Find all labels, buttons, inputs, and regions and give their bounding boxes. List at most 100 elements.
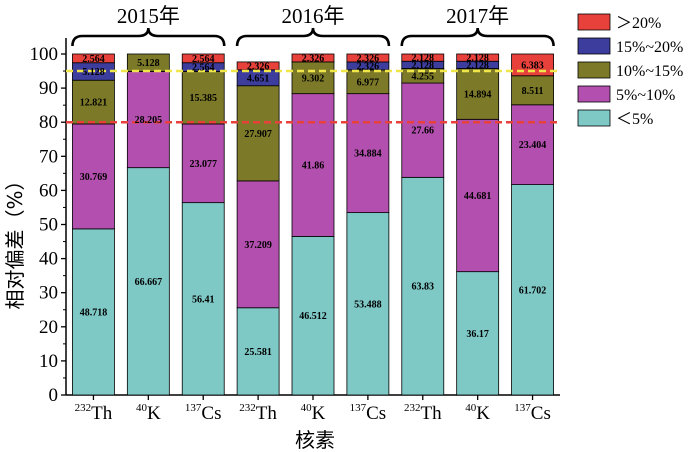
legend-swatch <box>577 13 611 31</box>
y-tick-label: 80 <box>39 112 58 133</box>
legend-swatch <box>577 61 611 79</box>
data-label: 4.255 <box>412 71 435 82</box>
bar-segment <box>456 118 500 273</box>
bar-segment <box>511 104 554 185</box>
legend-label: 15%~20% <box>616 39 683 56</box>
data-label: 12.821 <box>80 98 108 109</box>
legend-swatch <box>577 37 611 55</box>
bar-segment <box>181 123 225 204</box>
data-label: 2.564 <box>82 54 105 65</box>
data-label: 9.302 <box>302 73 325 84</box>
bar-segment <box>72 228 115 396</box>
data-label: 25.581 <box>244 347 272 358</box>
data-label: 5.128 <box>137 58 160 69</box>
year-group-label: 2016年 <box>282 4 345 28</box>
data-label: 2.128 <box>412 60 435 71</box>
data-label: 5.128 <box>82 67 105 78</box>
y-axis-title: 相对偏差（%） <box>3 170 27 309</box>
year-group-brace <box>235 27 391 47</box>
bar-segment <box>456 271 500 396</box>
data-label: 66.667 <box>135 277 163 288</box>
legend-label: ＜5% <box>616 111 653 128</box>
legend-swatch <box>577 85 611 103</box>
y-tick-label: 10 <box>39 351 58 372</box>
data-label: 23.404 <box>519 140 547 151</box>
bar-segment <box>511 184 554 396</box>
bars <box>72 53 554 396</box>
data-label: 27.907 <box>244 129 272 140</box>
y-tick-label: 40 <box>39 249 58 270</box>
data-label: 6.383 <box>521 60 544 71</box>
x-tick-label: 232Th <box>404 402 442 424</box>
data-label: 6.977 <box>357 77 380 88</box>
data-label: 23.077 <box>189 159 217 170</box>
legend-swatch <box>577 109 611 127</box>
data-label: 34.884 <box>354 149 382 160</box>
bar-segment <box>291 61 335 95</box>
data-label: 48.718 <box>80 307 108 318</box>
y-tick-label: 0 <box>49 385 59 406</box>
y-tick-label: 70 <box>39 146 58 167</box>
bar-segment <box>236 180 280 309</box>
data-label: 15.385 <box>189 93 217 104</box>
data-label: 27.66 <box>412 126 435 137</box>
y-tick-label: 20 <box>39 317 58 338</box>
y-tick-label: 100 <box>30 44 59 65</box>
year-group-label: 2017年 <box>446 4 509 28</box>
bar-segment <box>346 93 390 214</box>
data-label: 37.209 <box>244 240 272 251</box>
data-label: 36.17 <box>466 329 489 340</box>
data-label: 63.83 <box>412 282 435 293</box>
data-labels: 48.718 30.769 12.821 5.128 2.564 66.667 28.205… <box>80 53 547 358</box>
data-label: 53.488 <box>354 299 382 310</box>
bar-segment <box>401 82 445 178</box>
axes: 0 10 20 30 40 50 60 70 80 90 100 232Th 40K 137Cs 232Th… <box>30 38 560 424</box>
bar-segment <box>291 93 335 237</box>
legend-label: 5%~10% <box>616 87 675 104</box>
data-label: 46.512 <box>299 311 327 322</box>
year-group-brace <box>400 27 555 47</box>
bar-segment <box>72 53 115 64</box>
bar-segment <box>126 71 170 169</box>
data-label: 30.769 <box>80 172 108 183</box>
bar-segment <box>126 167 170 396</box>
x-tick-label: 232Th <box>75 402 113 424</box>
legend-label: 10%~15% <box>616 63 683 80</box>
legend: ＞20% 15%~20% 10%~15% 5%~10% ＜5% <box>577 13 683 128</box>
x-axis-title: 核素 <box>295 428 335 452</box>
data-label: 2.564 <box>192 54 215 65</box>
data-label: 2.128 <box>412 53 435 64</box>
data-label: 2.564 <box>192 63 215 74</box>
bar-segment <box>456 53 500 62</box>
year-group-brace <box>71 27 226 47</box>
x-tick-label: 137Cs <box>514 402 551 424</box>
x-tick-label: 40K <box>136 402 161 424</box>
bar-segment <box>401 53 445 62</box>
data-label: 2.326 <box>357 61 380 72</box>
data-label: 28.205 <box>135 115 163 126</box>
x-tick-label: 40K <box>465 402 490 424</box>
x-tick-label: 137Cs <box>185 402 222 424</box>
bar-segment <box>291 53 335 63</box>
bar-segment <box>236 307 280 396</box>
bar-segment <box>181 71 225 125</box>
bar-segment <box>181 53 225 64</box>
bar-segment <box>236 85 280 182</box>
x-tick-label: 40K <box>301 402 326 424</box>
data-label: 56.41 <box>192 294 215 305</box>
legend-label: ＞20% <box>616 15 661 32</box>
data-label: 8.511 <box>522 86 544 97</box>
data-label: 2.128 <box>466 60 489 71</box>
data-label: 61.702 <box>519 285 547 296</box>
data-label: 14.894 <box>464 89 492 100</box>
reference-lines <box>66 69 560 124</box>
data-label: 2.326 <box>247 61 270 72</box>
data-label: 44.681 <box>464 191 492 202</box>
y-tick-label: 60 <box>39 180 58 201</box>
year-group-label: 2015年 <box>117 4 180 28</box>
y-tick-label: 50 <box>39 215 58 236</box>
bar-segment <box>401 176 445 396</box>
data-label: 2.326 <box>302 53 325 64</box>
bar-segment <box>72 123 115 230</box>
